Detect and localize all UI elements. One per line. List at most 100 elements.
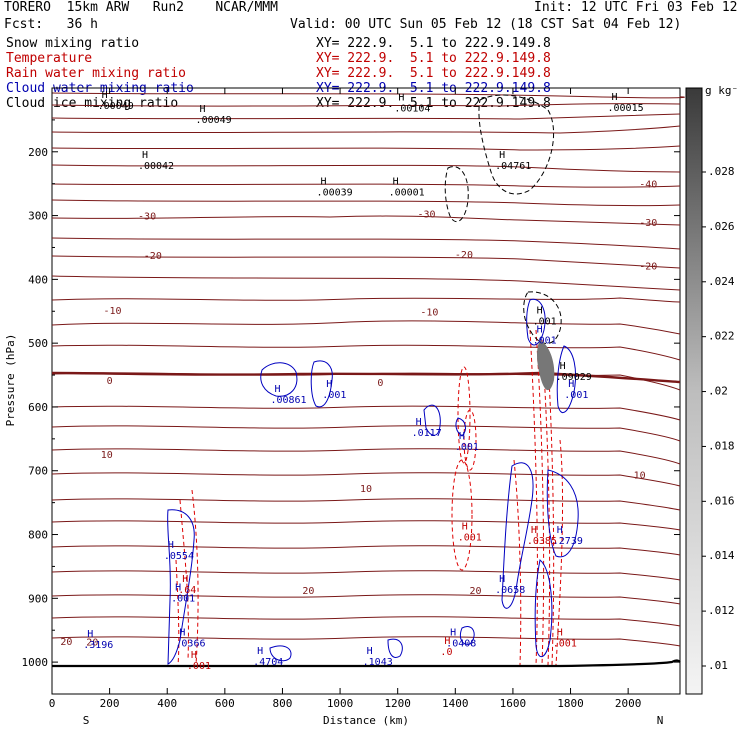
isotherm-label: -30 bbox=[417, 210, 435, 221]
high-marker: H bbox=[168, 540, 174, 551]
colorbar-tick-label: .014 bbox=[708, 549, 735, 562]
x-axis-label: Distance (km) bbox=[323, 714, 409, 727]
y-tick-label: 700 bbox=[28, 465, 48, 478]
high-marker: H bbox=[444, 636, 450, 647]
field-rain-xy: XY= 222.9. 5.1 to 222.9.149.8 bbox=[316, 66, 551, 81]
x-tick-label: 1200 bbox=[384, 697, 411, 710]
isotherm-label: -10 bbox=[420, 307, 438, 318]
isotherm-label: -30 bbox=[639, 218, 657, 229]
colorbar-tick-label: .01 bbox=[708, 659, 728, 672]
extremum-value: .0 bbox=[440, 647, 452, 658]
colorbar-tick-label: .028 bbox=[708, 165, 735, 178]
extremum-value: .001 bbox=[322, 390, 346, 401]
y-axis-label: Pressure (hPa) bbox=[4, 334, 17, 427]
isotherm-label: 0 bbox=[107, 376, 113, 387]
high-marker: H bbox=[87, 629, 93, 640]
y-tick-label: 200 bbox=[28, 146, 48, 159]
y-tick-label: 800 bbox=[28, 529, 48, 542]
extremum-value: .00049 bbox=[98, 101, 134, 112]
snow-ice-contours bbox=[444, 94, 562, 344]
high-marker: H bbox=[191, 650, 197, 661]
high-marker: H bbox=[537, 305, 543, 316]
isotherm-label: 20 bbox=[86, 638, 98, 649]
high-marker: H bbox=[393, 177, 399, 188]
x-tick-label: 1800 bbox=[557, 697, 584, 710]
extremum-value: .00039 bbox=[317, 188, 353, 199]
extremum-value: .2739 bbox=[553, 536, 583, 547]
y-tick-label: 600 bbox=[28, 401, 48, 414]
y-tick-label: 400 bbox=[28, 273, 48, 286]
high-marker: H bbox=[182, 574, 188, 585]
extremum-value: .4704 bbox=[253, 657, 283, 668]
colorbar-tick-label: .012 bbox=[708, 604, 735, 617]
extremum-value: .001 bbox=[564, 390, 588, 401]
x-tick-label: 1600 bbox=[500, 697, 527, 710]
extremum-value: .64 bbox=[178, 585, 196, 596]
field-temperature-xy: XY= 222.9. 5.1 to 222.9.149.8 bbox=[316, 51, 551, 66]
extremum-value: .0658 bbox=[495, 585, 525, 596]
north-end-label: N bbox=[657, 714, 664, 727]
extremum-value: .00049 bbox=[196, 115, 232, 126]
extremum-value: .04761 bbox=[495, 161, 531, 172]
isotherm-label: -40 bbox=[639, 180, 657, 191]
header-valid-time: Valid: 00 UTC Sun 05 Feb 12 (18 CST Sat … bbox=[290, 17, 682, 32]
x-tick-label: 0 bbox=[49, 697, 56, 710]
snow-maximum-shading bbox=[537, 340, 555, 391]
y-tick-label: 300 bbox=[28, 210, 48, 223]
header-init-time: Init: 12 UTC Fri 03 Feb 12 bbox=[534, 0, 738, 15]
high-marker: H bbox=[537, 325, 543, 336]
high-marker: H bbox=[398, 92, 404, 103]
colorbar-unit: g kg⁻¹ bbox=[705, 84, 740, 97]
field-cloudice-name: Cloud ice mixing ratio bbox=[6, 96, 179, 111]
extremum-value: .09029 bbox=[556, 372, 592, 383]
colorbar-tick-label: .022 bbox=[708, 330, 735, 343]
extremum-value: .001 bbox=[533, 336, 557, 347]
isotherm-label: -20 bbox=[144, 251, 162, 262]
extremum-value: .001 bbox=[458, 533, 482, 544]
colorbar-tick-label: .02 bbox=[708, 385, 728, 398]
high-marker: H bbox=[462, 522, 468, 533]
extremum-value: .001 bbox=[187, 661, 211, 672]
high-marker: H bbox=[459, 431, 465, 442]
high-marker: H bbox=[367, 646, 373, 657]
rain-water-contours bbox=[175, 329, 564, 666]
high-marker: H bbox=[416, 417, 422, 428]
extremum-value: .0117 bbox=[412, 428, 442, 439]
field-rain-name: Rain water mixing ratio bbox=[6, 66, 187, 81]
isotherm-label: -10 bbox=[103, 306, 121, 317]
x-tick-label: 400 bbox=[157, 697, 177, 710]
isotherm-label: -30 bbox=[138, 212, 156, 223]
isotherm-label: 20 bbox=[302, 586, 314, 597]
temperature-isotherms bbox=[51, 92, 685, 647]
x-tick-label: 800 bbox=[273, 697, 293, 710]
x-axis: 0 200 400 600 800 1000 1200 1400 1600 1800 2000 bbox=[49, 88, 641, 710]
extremum-value: .0408 bbox=[446, 639, 476, 650]
high-marker: H bbox=[499, 150, 505, 161]
isotherm-label: 20 bbox=[469, 586, 481, 597]
extremum-value: .0366 bbox=[175, 639, 205, 650]
high-marker: H bbox=[142, 150, 148, 161]
high-marker: H bbox=[326, 379, 332, 390]
colorbar-tick-label: .018 bbox=[708, 439, 735, 452]
colorbar-tick-label: .016 bbox=[708, 494, 735, 507]
high-marker: H bbox=[499, 574, 505, 585]
high-marker: H bbox=[557, 628, 563, 639]
plot-frame bbox=[51, 87, 681, 695]
extremum-value: .00042 bbox=[138, 161, 174, 172]
colorbar-scale bbox=[685, 87, 703, 695]
extremum-value: .001 bbox=[455, 442, 479, 453]
field-extrema: H.00049H.00049H.00104H.00015H.00042H.000… bbox=[83, 90, 643, 672]
isotherm-label: -20 bbox=[455, 250, 473, 261]
extremum-value: .00104 bbox=[394, 103, 430, 114]
colorbar-tick-label: .024 bbox=[708, 275, 735, 288]
extremum-value: .001 bbox=[533, 316, 557, 327]
x-tick-label: 1000 bbox=[327, 697, 354, 710]
colorbar: g kg⁻¹ .01 .012 .014 .016 .018 .02 .022 .024 .02… bbox=[685, 84, 740, 695]
colorbar-ticks: .01 .012 .014 .016 .018 .02 .022 .024 .026 .028 bbox=[702, 165, 735, 672]
high-marker: H bbox=[179, 628, 185, 639]
field-temperature-name: Temperature bbox=[6, 51, 93, 66]
extremum-value: .0554 bbox=[164, 551, 194, 562]
high-marker: H bbox=[531, 525, 537, 536]
extremum-value: .001 bbox=[553, 639, 577, 650]
temperature-labels: -40 -30 -30 -30 -20 -20 -20 -10 -10 0 0 10 10 10 20 20 2… bbox=[60, 180, 657, 649]
